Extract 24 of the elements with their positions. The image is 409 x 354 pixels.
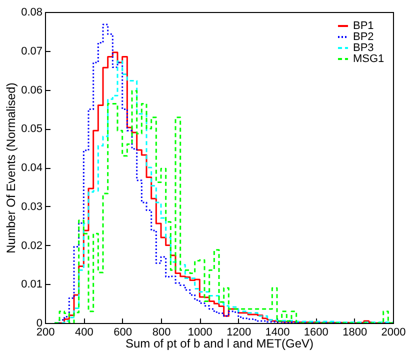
y-tick-label: 0.06 — [21, 84, 42, 96]
legend-label: MSG1 — [353, 53, 384, 65]
x-tick-label: 1800 — [342, 326, 368, 338]
x-axis-title: Sum of pt of b and l and MET(GeV) — [125, 336, 314, 350]
y-tick-label: 0.05 — [21, 123, 42, 136]
x-tick-label: 600 — [114, 326, 132, 338]
y-tick-label: 0.02 — [21, 240, 42, 252]
x-tick-label: 1400 — [265, 326, 290, 338]
y-tick-label: 0.01 — [21, 278, 42, 291]
legend-label: BP1 — [353, 20, 374, 32]
legend-label: BP2 — [353, 31, 374, 43]
x-tick-label: 1600 — [304, 326, 328, 338]
x-tick-label: 200 — [36, 326, 55, 338]
x-tick-label: 400 — [74, 326, 94, 338]
y-axis-title: Number Of Events (Normalised) — [4, 82, 18, 254]
x-tick-label: 800 — [152, 326, 171, 338]
y-tick-label: 0.08 — [21, 6, 42, 18]
x-tick-label: 1200 — [226, 326, 252, 338]
y-tick-label: 0.07 — [21, 45, 42, 58]
y-tick-label: 0.03 — [21, 200, 42, 213]
x-tick-label: 1000 — [188, 326, 212, 338]
x-tick-label: 2000 — [381, 326, 406, 338]
legend-label: BP3 — [353, 42, 374, 54]
y-tick-label: 0.04 — [21, 162, 42, 174]
